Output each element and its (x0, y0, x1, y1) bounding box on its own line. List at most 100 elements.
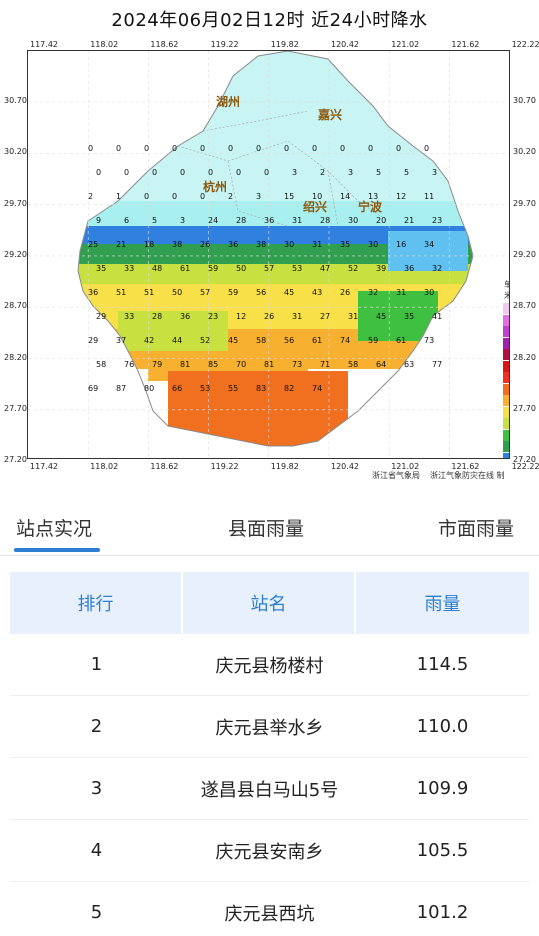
station-value: 59 (228, 288, 238, 297)
station-value: 20 (376, 216, 386, 225)
station-value: 50 (236, 264, 246, 273)
station-value: 45 (376, 312, 386, 321)
table-row[interactable]: 3 遂昌县白马山5号 109.9 (10, 758, 529, 820)
latitude-tick: 27.70 (4, 403, 27, 413)
station-value: 0 (340, 144, 345, 153)
legend-item: 250 (502, 303, 509, 315)
station-value: 0 (88, 144, 93, 153)
legend-item: 120 (502, 360, 509, 373)
tab-county-rainfall[interactable]: 县面雨量 (228, 518, 305, 540)
station-value: 26 (340, 288, 350, 297)
table-row[interactable]: 2 庆元县举水乡 110.0 (10, 696, 529, 758)
rank-cell: 1 (90, 654, 103, 675)
station-value: 26 (200, 240, 210, 249)
latitude-tick: 28.70 (513, 301, 536, 311)
station-rank-table: 排行 站名 雨量 1 庆元县杨楼村 114.5 2 庆元县举水乡 110.0 3 遂昌县白马山… (10, 572, 529, 936)
header-rank[interactable]: 排行 (10, 572, 183, 634)
station-value: 0 (200, 192, 205, 201)
station-value: 31 (292, 312, 302, 321)
station-value: 70 (236, 360, 246, 369)
rainfall-map[interactable]: 0 0 0 0 0 0 0 0 0 0 0 0 0 0 0 0 0 0 0 0 3 2 3 5 5 3 2 1 0 0 0 2 3 15 10 14 1… (27, 50, 510, 459)
legend-swatch (503, 429, 509, 441)
legend-swatch (503, 349, 509, 361)
station-value: 57 (264, 264, 274, 273)
station-value: 52 (348, 264, 358, 273)
header-station-name[interactable]: 站名 (183, 572, 356, 634)
legend-item: 35 (502, 406, 509, 419)
station-value: 45 (284, 288, 294, 297)
station-value: 34 (424, 240, 434, 249)
legend-item: 170 (502, 337, 509, 350)
rank-cell: 3 (90, 778, 103, 799)
longitude-tick: 121.62 (451, 462, 480, 471)
legend-item: 5 (502, 452, 509, 458)
legend-item: 25 (502, 418, 509, 430)
station-value: 74 (340, 336, 350, 345)
station-value: 59 (208, 264, 218, 273)
station-value: 28 (320, 216, 330, 225)
station-value: 35 (96, 264, 106, 273)
station-value: 57 (200, 288, 210, 297)
legend-swatch (503, 418, 509, 430)
tab-city-rainfall[interactable]: 市面雨量 (438, 518, 515, 540)
station-value: 76 (124, 360, 134, 369)
rainfall-cell: 114.5 (416, 654, 469, 675)
station-value: 24 (208, 216, 218, 225)
legend-item: 15 (502, 429, 509, 442)
station-value: 15 (284, 192, 294, 201)
table-header: 排行 站名 雨量 (10, 572, 529, 634)
station-value: 29 (88, 336, 98, 345)
latitude-tick: 30.70 (4, 96, 27, 105)
station-value: 81 (180, 360, 190, 369)
longitude-tick: 118.02 (90, 40, 119, 49)
table-row[interactable]: 5 庆元县西坑 101.2 (10, 882, 529, 936)
station-value: 0 (236, 168, 241, 177)
longitude-tick: 122.22 (511, 40, 539, 49)
latitude-tick: 29.20 (4, 249, 27, 259)
station-value: 23 (432, 216, 442, 225)
station-value: 0 (172, 192, 177, 201)
legend-item: 50 (502, 395, 509, 407)
latitude-tick: 27.20 (513, 455, 536, 465)
station-value: 3 (256, 192, 261, 201)
legend-swatch (503, 360, 509, 372)
station-value: 12 (236, 312, 246, 321)
station-value: 32 (368, 288, 378, 297)
station-value: 2 (88, 192, 93, 201)
table-row[interactable]: 1 庆元县杨楼村 114.5 (10, 634, 529, 696)
tab-station[interactable]: 站点实况 (16, 518, 93, 540)
table-row[interactable]: 4 庆元县安南乡 105.5 (10, 820, 529, 882)
latitude-tick: 27.70 (513, 403, 536, 413)
station-value: 2 (320, 168, 325, 177)
station-value: 0 (144, 144, 149, 153)
station-value: 51 (144, 288, 154, 297)
station-value: 0 (96, 168, 101, 177)
station-value: 3 (292, 168, 297, 177)
station-value: 0 (208, 168, 213, 177)
legend-swatch (503, 395, 509, 407)
header-rainfall[interactable]: 雨量 (424, 594, 461, 615)
station-value: 56 (284, 336, 294, 345)
legend-item: 100 (502, 372, 509, 384)
station-value: 14 (340, 192, 350, 201)
city-label: 宁波 (358, 199, 383, 214)
station-value: 30 (348, 216, 358, 225)
station-value: 31 (348, 312, 358, 321)
station-value: 36 (264, 216, 274, 225)
station-value: 12 (396, 192, 406, 201)
station-value: 45 (228, 336, 238, 345)
station-value: 61 (312, 336, 322, 345)
legend-item: 230 (502, 314, 509, 327)
station-value: 29 (96, 312, 106, 321)
station-value: 38 (256, 240, 266, 249)
city-label: 绍兴 (303, 199, 327, 214)
legend-item: 10 (502, 441, 509, 453)
legend-swatch (503, 337, 509, 349)
station-name-cell: 庆元县西坑 (224, 903, 315, 925)
station-value: 0 (144, 192, 149, 201)
longitude-tick: 121.02 (391, 40, 420, 49)
station-value: 31 (396, 288, 406, 297)
legend-item: 200 (502, 326, 509, 338)
latitude-tick: 30.20 (513, 147, 536, 157)
station-value: 87 (116, 384, 126, 393)
